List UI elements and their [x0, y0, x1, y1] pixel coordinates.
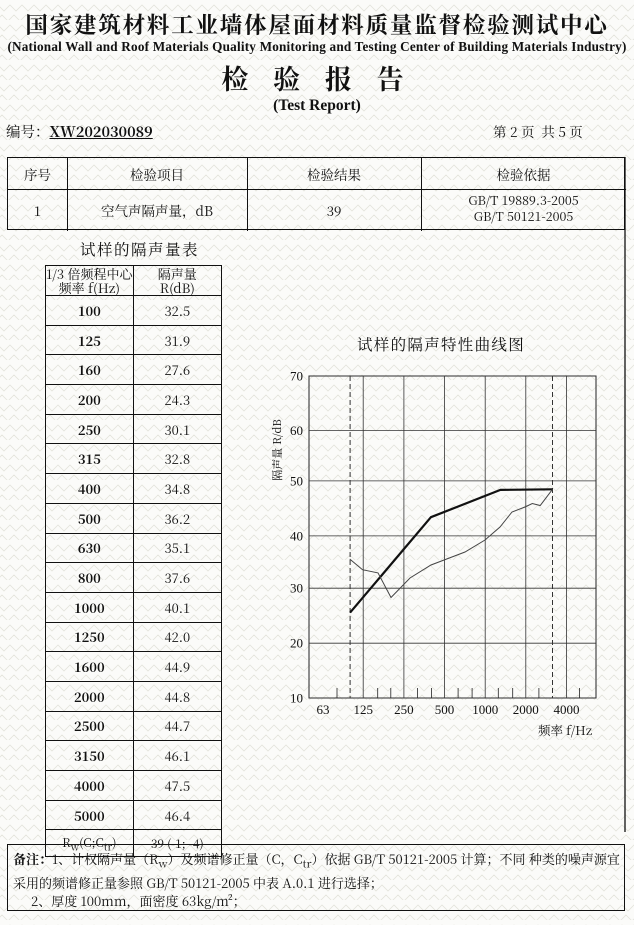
- svg-text:30: 30: [290, 581, 303, 596]
- svg-text:500: 500: [435, 702, 455, 717]
- svg-text:20: 20: [290, 636, 303, 651]
- svg-text:50: 50: [290, 473, 303, 488]
- svg-text:40: 40: [290, 528, 303, 543]
- svg-text:4000: 4000: [554, 702, 580, 717]
- svg-text:隔声量 R/dB: 隔声量 R/dB: [269, 419, 285, 481]
- svg-text:10: 10: [290, 691, 303, 706]
- svg-text:频率 f/Hz: 频率 f/Hz: [538, 721, 592, 739]
- svg-text:60: 60: [290, 423, 303, 438]
- svg-text:2000: 2000: [513, 702, 539, 717]
- svg-text:1000: 1000: [472, 702, 498, 717]
- svg-text:70: 70: [290, 369, 303, 384]
- svg-text:125: 125: [353, 702, 373, 717]
- svg-text:250: 250: [394, 702, 414, 717]
- svg-text:63: 63: [317, 702, 330, 717]
